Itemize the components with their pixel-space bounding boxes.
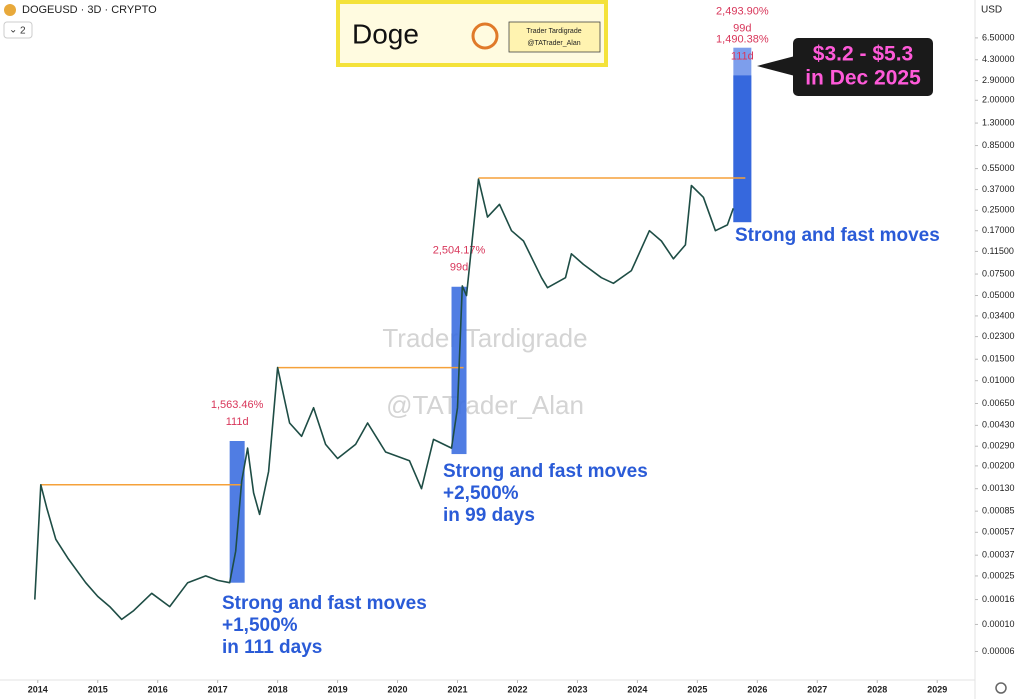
y-tick-label: 0.00010 [982,619,1015,629]
annotation: Strong and fast moves [735,225,940,246]
annotation: Strong and fast moves [443,461,648,482]
y-tick-label: 0.01500 [982,354,1015,364]
logo-badge [508,21,601,53]
y-tick-label: 0.00057 [982,527,1015,537]
callout-pointer [757,56,795,76]
currency[interactable]: USD [981,5,1002,16]
x-tick-label: 2025 [687,684,707,694]
annotation: +2,500% [443,483,519,504]
measured-move-label: 99d [450,262,468,274]
y-tick-label: 4.30000 [982,54,1015,64]
chevron: ⌄ [9,25,17,36]
x-tick-label: 2022 [507,684,527,694]
y-tick-label: 0.00016 [982,594,1015,604]
settings-icon[interactable] [995,682,1007,694]
watermark: Trader Tardigrade [382,323,587,353]
logo-icon [471,22,499,50]
measured-move-label: 99d [733,23,751,35]
y-tick-label: 0.00200 [982,460,1015,470]
y-tick-label: 0.00430 [982,420,1015,430]
x-tick-label: 2019 [328,684,348,694]
y-tick-label: 2.90000 [982,75,1015,85]
y-tick-label: 6.50000 [982,32,1015,42]
indicator-count: 2 [20,26,26,37]
y-tick-label: 0.85000 [982,140,1015,150]
symbol: DOGEUSD · 3D · CRYPTO [22,4,157,16]
y-tick-label: 0.07500 [982,268,1015,278]
measured-move [229,441,245,583]
measured-move-label: 111d [731,50,754,62]
x-tick-label: 2029 [927,684,947,694]
annotation: in 111 days [222,637,322,658]
y-tick-label: 0.00130 [982,483,1015,493]
logo-handle: @TATrader_Alan [527,40,580,47]
measured-move-label: 1,490.38% [716,33,769,45]
price-line [34,178,735,621]
y-tick-label: 2.00000 [982,95,1015,105]
x-tick-label: 2016 [148,684,168,694]
y-tick-label: 0.01000 [982,375,1015,385]
x-tick-label: 2020 [388,684,408,694]
measured-move-label: 111d [226,416,249,428]
y-tick-label: 0.00650 [982,398,1015,408]
x-tick-label: 2021 [448,684,468,694]
measured-move [733,75,752,223]
logo-brand: Trader Tardigrade [526,28,581,35]
measured-move-label: 1,563.46% [211,399,264,411]
symbol-icon [4,4,16,16]
indicator-toggle[interactable] [3,21,33,39]
y-tick-label: 0.37000 [982,184,1015,194]
y-tick-label: 1.30000 [982,117,1015,127]
y-tick-label: 0.00037 [982,550,1015,560]
x-tick-label: 2018 [268,684,288,694]
x-tick-label: 2023 [567,684,587,694]
callout-text: $3.2 - $5.3 [813,43,913,66]
y-tick-label: 0.55000 [982,163,1015,173]
x-tick-label: 2028 [867,684,887,694]
watermark: @TATrader_Alan [386,390,584,420]
y-tick-label: 0.00025 [982,570,1015,580]
y-tick-label: 0.17000 [982,225,1015,235]
callout-box [793,38,933,96]
annotation: Strong and fast moves [222,593,427,614]
y-tick-label: 0.11500 [982,246,1014,256]
annotation: +1,500% [222,615,298,636]
measured-move-label: 2,493.90% [716,6,769,18]
y-tick-label: 0.00085 [982,506,1015,516]
y-tick-label: 0.00290 [982,441,1015,451]
x-tick-label: 2017 [208,684,228,694]
x-tick-label: 2014 [28,684,48,694]
x-tick-label: 2026 [747,684,767,694]
y-tick-label: 0.02300 [982,331,1015,341]
y-tick-label: 0.00006 [982,646,1015,656]
callout-text: in Dec 2025 [805,67,921,90]
y-tick-label: 0.25000 [982,205,1015,215]
annotation: in 99 days [443,505,535,526]
logo-title: Doge [352,18,419,49]
x-tick-label: 2027 [807,684,827,694]
x-tick-label: 2015 [88,684,108,694]
x-tick-label: 2024 [627,684,647,694]
measured-move-label: 2,504.17% [433,245,486,257]
y-tick-label: 0.03400 [982,310,1015,320]
y-tick-label: 0.05000 [982,290,1015,300]
